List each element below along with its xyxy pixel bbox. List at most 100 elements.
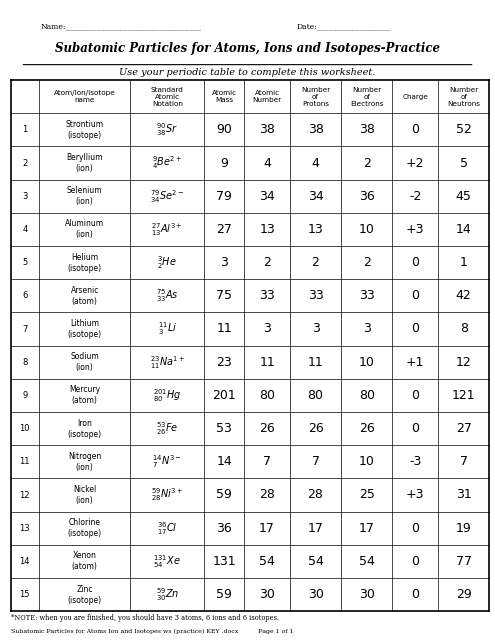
Text: 12: 12: [456, 356, 472, 369]
Text: $^{59}_{28}Ni^{3+}$: $^{59}_{28}Ni^{3+}$: [151, 486, 184, 504]
Text: Use your periodic table to complete this worksheet.: Use your periodic table to complete this…: [119, 68, 376, 77]
Text: 11: 11: [308, 356, 323, 369]
Text: Subatomic Particles for Atoms Ion and Isotopes ws (practice) KEY .docx          : Subatomic Particles for Atoms Ion and Is…: [10, 628, 293, 634]
Text: 17: 17: [307, 522, 323, 534]
Text: 38: 38: [359, 124, 375, 136]
Text: 45: 45: [456, 189, 472, 203]
Text: Arsenic
(atom): Arsenic (atom): [70, 285, 99, 306]
Text: 9: 9: [22, 391, 27, 400]
Text: 4: 4: [311, 157, 319, 170]
Text: 0: 0: [411, 588, 419, 601]
Text: 2: 2: [363, 256, 371, 269]
Text: $^{131}_{54}Xe$: $^{131}_{54}Xe$: [153, 553, 181, 570]
Text: Number
of
Neutrons: Number of Neutrons: [447, 86, 480, 107]
Text: Atom/Ion/Isotope
name: Atom/Ion/Isotope name: [54, 90, 115, 103]
Text: 19: 19: [456, 522, 472, 534]
Text: 30: 30: [259, 588, 275, 601]
Text: 38: 38: [259, 124, 275, 136]
Text: 38: 38: [307, 124, 323, 136]
Text: $^{27}_{13}Al^{3+}$: $^{27}_{13}Al^{3+}$: [151, 221, 183, 238]
Text: 6: 6: [22, 291, 28, 300]
Text: $^{14}_{7}N^{3-}$: $^{14}_{7}N^{3-}$: [152, 453, 182, 470]
Text: 30: 30: [307, 588, 323, 601]
Text: Helium
(isotope): Helium (isotope): [68, 253, 102, 273]
Text: 90: 90: [216, 124, 232, 136]
Text: 0: 0: [411, 289, 419, 302]
Text: $^{75}_{33}As$: $^{75}_{33}As$: [156, 287, 179, 304]
Text: Nickel
(ion): Nickel (ion): [73, 485, 97, 505]
Text: 77: 77: [456, 555, 472, 568]
Text: Iron
(isotope): Iron (isotope): [68, 419, 102, 438]
Text: $^{36}_{17}Cl$: $^{36}_{17}Cl$: [157, 520, 178, 536]
Text: 25: 25: [359, 488, 375, 502]
Text: 75: 75: [216, 289, 232, 302]
Text: 17: 17: [259, 522, 275, 534]
Text: 7: 7: [311, 455, 319, 468]
Text: Aluminum
(ion): Aluminum (ion): [65, 220, 104, 239]
Text: 34: 34: [308, 189, 323, 203]
Text: 33: 33: [308, 289, 323, 302]
Text: $^{90}_{38}Sr$: $^{90}_{38}Sr$: [156, 122, 178, 138]
Text: 26: 26: [359, 422, 375, 435]
Text: 27: 27: [216, 223, 232, 236]
Text: 13: 13: [19, 524, 30, 532]
Text: +2: +2: [406, 157, 425, 170]
Text: -3: -3: [409, 455, 421, 468]
Text: Mercury
(atom): Mercury (atom): [69, 385, 100, 406]
Text: 23: 23: [216, 356, 232, 369]
Text: 29: 29: [456, 588, 472, 601]
Text: 27: 27: [456, 422, 472, 435]
Text: 0: 0: [411, 522, 419, 534]
Text: Subatomic Particles for Atoms, Ions and Isotopes-Practice: Subatomic Particles for Atoms, Ions and …: [55, 42, 440, 54]
Text: $^{79}_{34}Se^{2-}$: $^{79}_{34}Se^{2-}$: [150, 188, 185, 205]
Text: 80: 80: [259, 389, 275, 402]
Text: 33: 33: [259, 289, 275, 302]
Text: $^{23}_{11}Na^{1+}$: $^{23}_{11}Na^{1+}$: [149, 354, 185, 371]
Text: 2: 2: [22, 159, 27, 168]
Text: 4: 4: [263, 157, 271, 170]
Text: 11: 11: [216, 323, 232, 335]
Text: $^{3}_{2}He$: $^{3}_{2}He$: [157, 254, 177, 271]
Text: 13: 13: [308, 223, 323, 236]
Text: 14: 14: [20, 557, 30, 566]
Text: Atomic
Number: Atomic Number: [252, 90, 282, 103]
Text: Name:___________________________________: Name:___________________________________: [40, 22, 201, 31]
Text: 79: 79: [216, 189, 232, 203]
Text: 0: 0: [411, 256, 419, 269]
Text: 26: 26: [308, 422, 323, 435]
Text: 36: 36: [359, 189, 375, 203]
Text: 42: 42: [456, 289, 472, 302]
Text: 9: 9: [220, 157, 228, 170]
Text: 11: 11: [259, 356, 275, 369]
Text: 8: 8: [460, 323, 468, 335]
Text: 17: 17: [359, 522, 375, 534]
Text: Xenon
(atom): Xenon (atom): [72, 551, 98, 572]
Text: 2: 2: [363, 157, 371, 170]
Text: 1: 1: [460, 256, 468, 269]
Text: Sodium
(ion): Sodium (ion): [70, 352, 99, 372]
Text: 80: 80: [307, 389, 324, 402]
Text: Standard
Atomic
Notation: Standard Atomic Notation: [151, 86, 184, 107]
Text: 10: 10: [359, 223, 375, 236]
Text: Chlorine
(isotope): Chlorine (isotope): [68, 518, 102, 538]
Text: 10: 10: [359, 455, 375, 468]
Text: Selenium
(ion): Selenium (ion): [67, 186, 102, 206]
Text: 12: 12: [20, 490, 30, 499]
Text: 2: 2: [263, 256, 271, 269]
Text: 28: 28: [259, 488, 275, 502]
Text: 1: 1: [22, 125, 27, 134]
Text: 0: 0: [411, 555, 419, 568]
Text: 59: 59: [216, 488, 232, 502]
Text: 30: 30: [359, 588, 375, 601]
Text: 10: 10: [359, 356, 375, 369]
Text: 0: 0: [411, 422, 419, 435]
Text: -2: -2: [409, 189, 421, 203]
Text: 14: 14: [456, 223, 472, 236]
Text: 5: 5: [460, 157, 468, 170]
Text: 54: 54: [259, 555, 275, 568]
Text: 13: 13: [259, 223, 275, 236]
Text: 31: 31: [456, 488, 472, 502]
Text: 28: 28: [307, 488, 323, 502]
Text: $^{9}_{4}Be^{2+}$: $^{9}_{4}Be^{2+}$: [152, 155, 183, 172]
Text: 5: 5: [22, 258, 27, 267]
